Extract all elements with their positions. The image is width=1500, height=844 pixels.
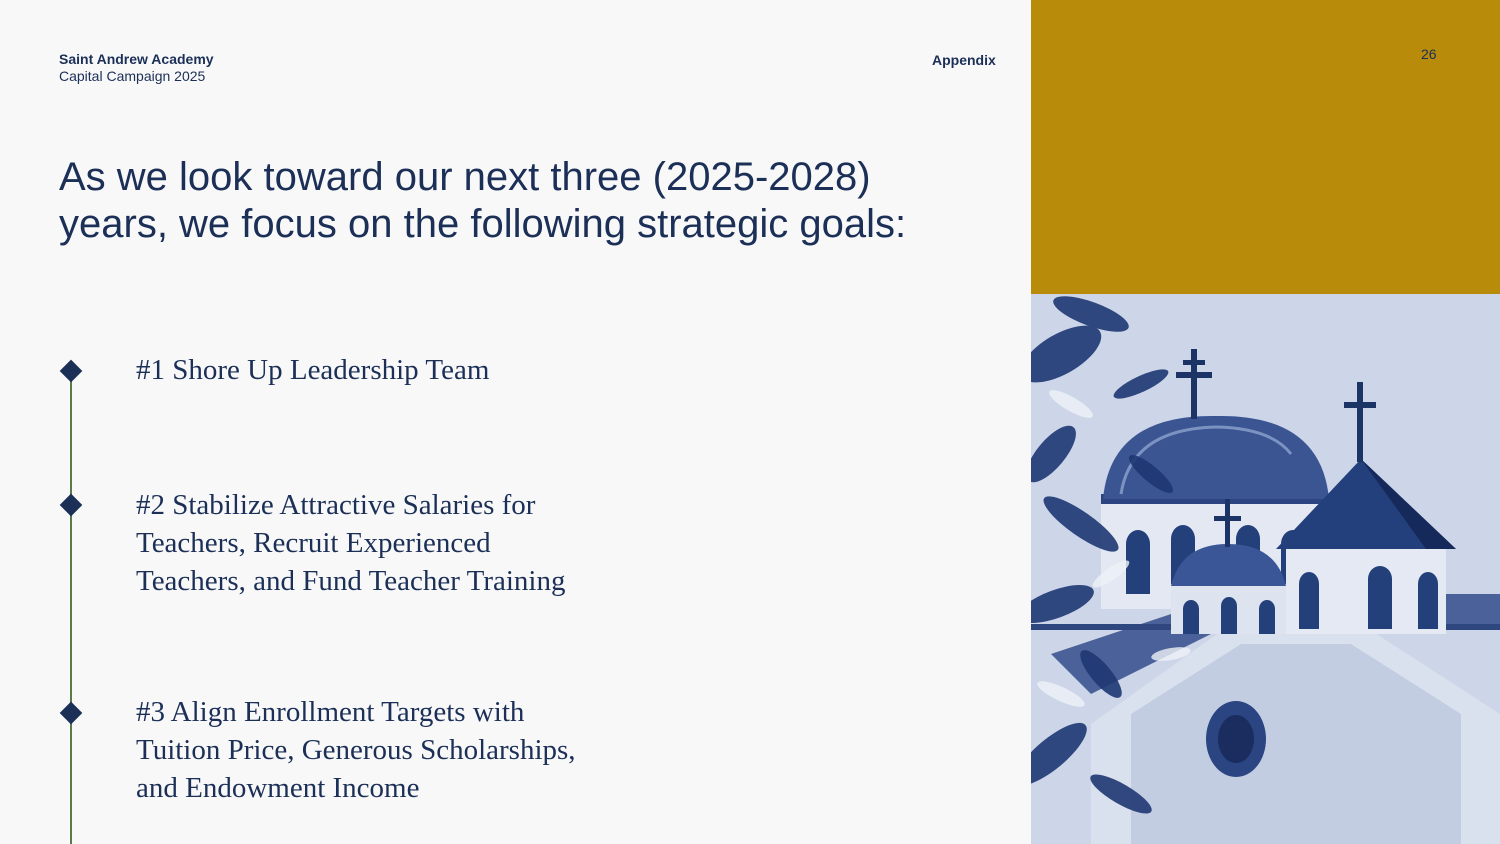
timeline-line [70, 372, 72, 844]
goal-2-line-1: #2 Stabilize Attractive Salaries for [136, 489, 535, 521]
church-photo [1031, 294, 1500, 844]
church-domes-image [1031, 294, 1500, 844]
bullet-diamond-icon [60, 360, 83, 383]
goal-3-line-2: Tuition Price, Generous Scholarships, [136, 734, 576, 766]
goal-item-3: #3 Align Enrollment Targets with Tuition… [136, 693, 576, 807]
title-line-1: As we look toward our next three (2025-2… [59, 155, 871, 199]
content-panel: Saint Andrew Academy Capital Campaign 20… [0, 0, 1031, 844]
page-title: As we look toward our next three (2025-2… [59, 154, 959, 248]
goal-2-line-2: Teachers, Recruit Experienced [136, 527, 491, 559]
goal-3-line-3: and Endowment Income [136, 772, 419, 804]
title-line-2: years, we focus on the following strateg… [59, 202, 906, 246]
goal-2-line-3: Teachers, and Fund Teacher Training [136, 565, 566, 597]
organization-name: Saint Andrew Academy [59, 51, 214, 68]
gold-accent-panel [1031, 0, 1500, 294]
bullet-diamond-icon [60, 494, 83, 517]
goal-item-2: #2 Stabilize Attractive Salaries for Tea… [136, 486, 566, 600]
goal-1-line-1: #1 Shore Up Leadership Team [136, 354, 489, 386]
organization-block: Saint Andrew Academy Capital Campaign 20… [59, 51, 214, 85]
bullet-diamond-icon [60, 702, 83, 725]
organization-subtitle: Capital Campaign 2025 [59, 68, 214, 85]
goal-3-line-1: #3 Align Enrollment Targets with [136, 696, 524, 728]
goal-item-1: #1 Shore Up Leadership Team [136, 351, 489, 389]
section-label: Appendix [932, 52, 996, 68]
page-number: 26 [1421, 46, 1437, 62]
